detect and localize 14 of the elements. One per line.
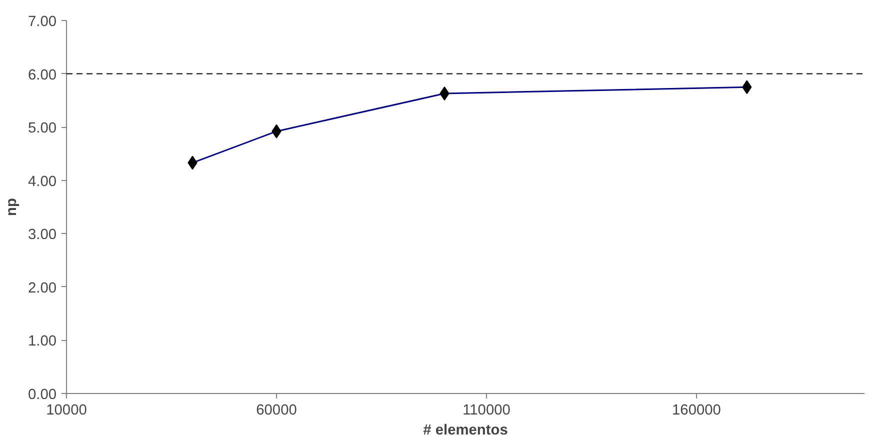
y-tick-label: 3.00 xyxy=(28,227,57,244)
y-tick-label: 2.00 xyxy=(28,280,57,296)
y-tick-label: 0.00 xyxy=(28,387,57,403)
y-tick-label: 1.00 xyxy=(28,334,57,350)
y-tick-label: 4.00 xyxy=(28,174,57,190)
x-tick-label: 10000 xyxy=(46,402,87,418)
x-axis-title: # elementos xyxy=(423,422,508,438)
y-axis-title: np xyxy=(4,198,20,216)
y-tick-label: 6.00 xyxy=(28,67,57,84)
y-tick-label: 7.00 xyxy=(28,14,57,30)
y-tick-label: 5.00 xyxy=(28,120,57,137)
x-tick-label: 110000 xyxy=(462,402,510,418)
x-tick-label: 60000 xyxy=(256,402,297,418)
x-tick-label: 160000 xyxy=(672,402,721,418)
